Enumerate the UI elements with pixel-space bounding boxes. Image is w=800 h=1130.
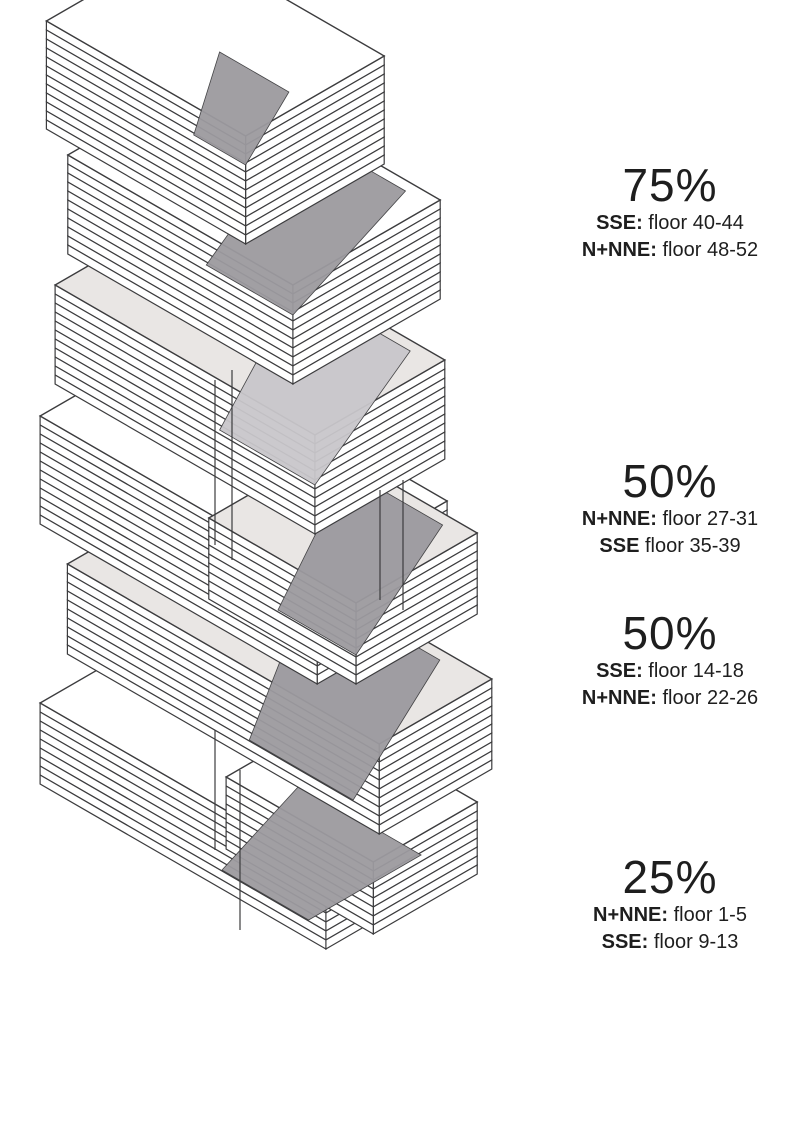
callout-row: SSE: floor 9-13 bbox=[540, 929, 800, 956]
block-mid-low-slab-face bbox=[66, 643, 380, 836]
callout-75-percent: 75% SSE: floor 40-44 N+NNE: floor 48-52 bbox=[540, 160, 800, 264]
floor-range: floor 40-44 bbox=[642, 212, 744, 234]
callout-row: SSE: floor 40-44 bbox=[540, 210, 800, 237]
orientation-label: SSE: bbox=[596, 212, 643, 234]
floor-range: floor 48-52 bbox=[656, 239, 759, 261]
block-base-left-slab-face bbox=[39, 773, 327, 951]
callout-row: N+NNE: floor 48-52 bbox=[540, 237, 800, 264]
orientation-label: N+NNE: bbox=[593, 904, 669, 926]
callout-row: SSE floor 35-39 bbox=[540, 533, 800, 560]
orientation-label: SSE: bbox=[596, 660, 643, 682]
callout-row: N+NNE: floor 22-26 bbox=[540, 685, 800, 712]
callout-row: N+NNE: floor 1-5 bbox=[540, 902, 800, 929]
floor-range: floor 22-26 bbox=[656, 687, 759, 709]
callout-percentage: 75% bbox=[622, 159, 718, 211]
orientation-label: SSE bbox=[599, 535, 640, 557]
orientation-label: N+NNE: bbox=[581, 687, 657, 709]
floor-range: floor 27-31 bbox=[656, 508, 759, 530]
block-top-left-slab-face bbox=[45, 118, 247, 246]
floor-range: floor 35-39 bbox=[639, 535, 741, 557]
floor-range: floor 9-13 bbox=[648, 931, 739, 953]
block-mid-right-slab-face bbox=[208, 588, 357, 686]
callout-percentage: 50% bbox=[622, 455, 718, 507]
block-mid-left-slab-face bbox=[39, 513, 318, 686]
floor-range: floor 14-18 bbox=[642, 660, 744, 682]
orientation-label: SSE: bbox=[601, 931, 649, 953]
callout-percentage: 50% bbox=[622, 607, 718, 659]
block-top-right-slab-face bbox=[67, 243, 294, 386]
floor-range: floor 1-5 bbox=[668, 904, 747, 926]
callout-25-percent: 25% N+NNE: floor 1-5 SSE: floor 9-13 bbox=[540, 852, 800, 956]
callout-row: SSE: floor 14-18 bbox=[540, 658, 800, 685]
shadow-top-left bbox=[193, 51, 290, 166]
callout-50-percent-lower: 50% SSE: floor 14-18 N+NNE: floor 22-26 bbox=[540, 608, 800, 712]
shadow-mid-right bbox=[277, 469, 444, 656]
orientation-label: N+NNE: bbox=[581, 508, 657, 530]
orientation-label: N+NNE: bbox=[581, 239, 657, 261]
callout-50-percent-upper: 50% N+NNE: floor 27-31 SSE floor 35-39 bbox=[540, 456, 800, 560]
block-upper-mid-slab-face bbox=[54, 373, 316, 536]
callout-row: N+NNE: floor 27-31 bbox=[540, 506, 800, 533]
callout-percentage: 25% bbox=[622, 851, 718, 903]
